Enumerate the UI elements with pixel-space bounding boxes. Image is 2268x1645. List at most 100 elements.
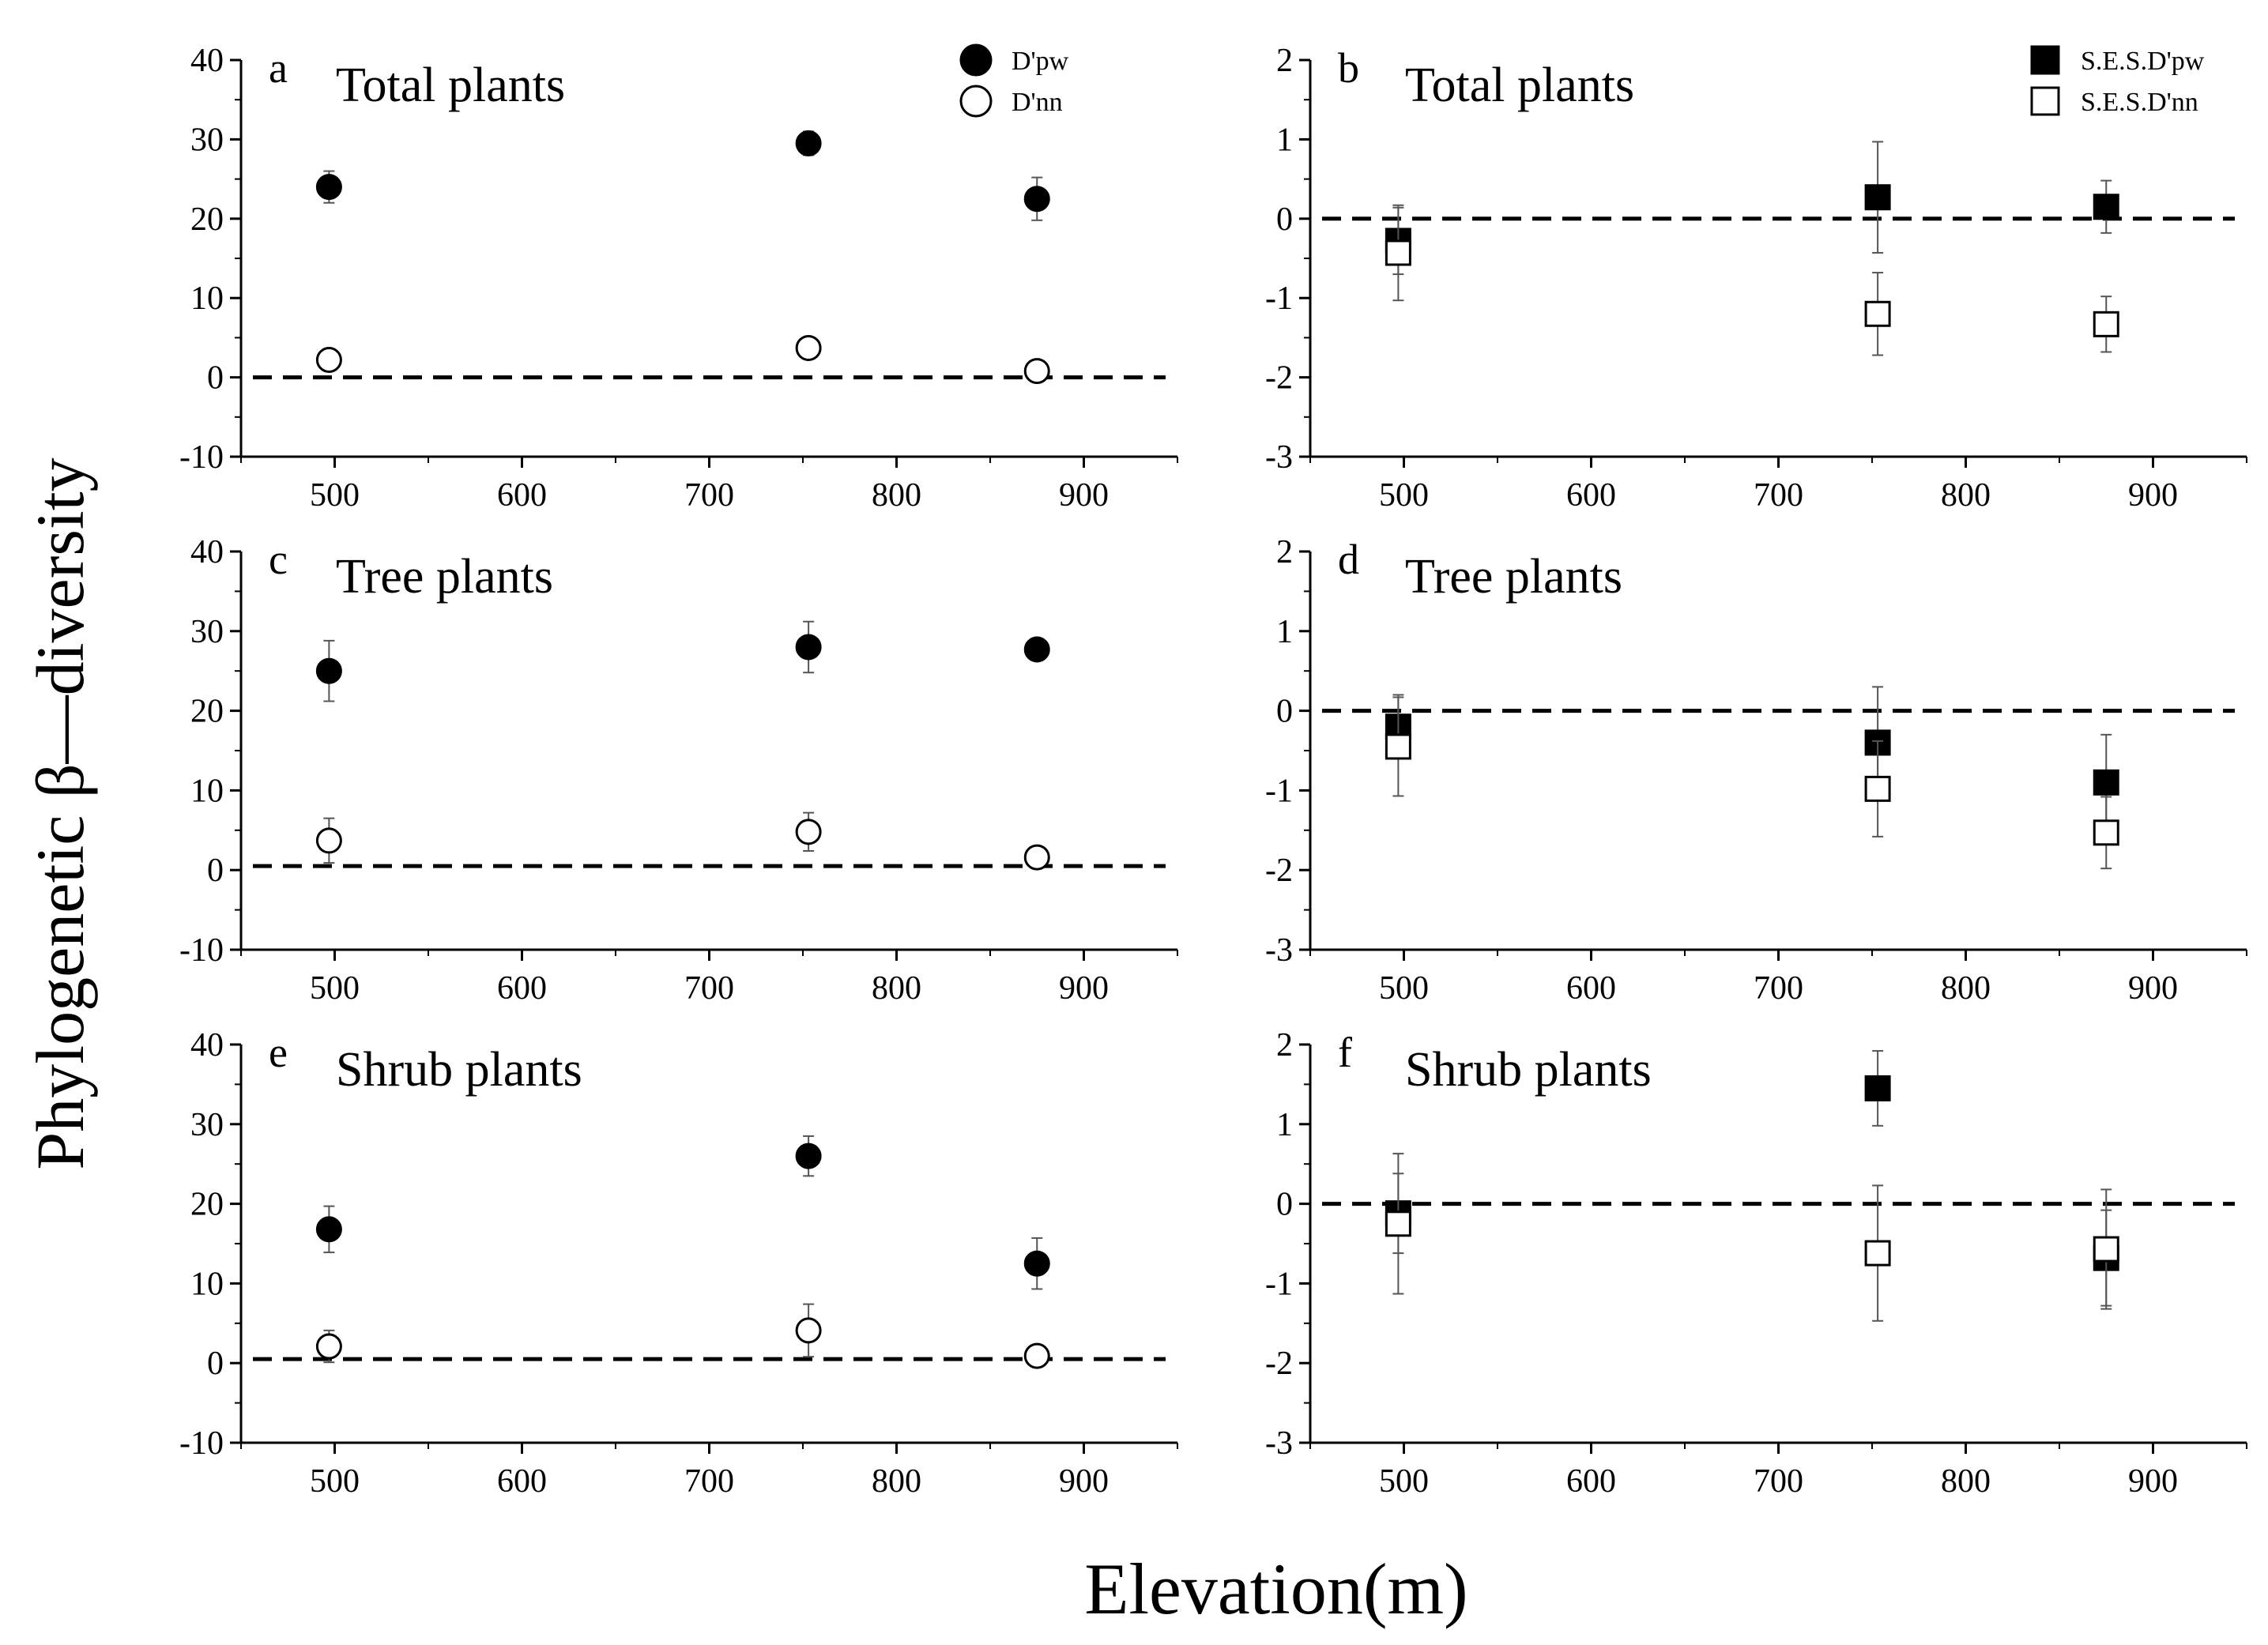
panel-title: Tree plants [1405, 550, 1622, 604]
data-point [1864, 1075, 1891, 1101]
panel-letter: d [1338, 536, 1359, 583]
y-tick-label: 0 [1276, 1187, 1293, 1223]
y-tick-label: 2 [1276, 534, 1293, 570]
legend-label: D'nn [1012, 88, 1063, 117]
x-tick-label: 600 [1566, 477, 1616, 514]
x-tick-label: 600 [1566, 970, 1616, 1007]
legend-label: D'pw [1012, 47, 1069, 76]
y-tick-label: -1 [1265, 280, 1293, 317]
data-point [1864, 775, 1891, 802]
y-tick-label: 10 [190, 280, 224, 317]
y-tick-label: -3 [1265, 1425, 1293, 1462]
data-point [315, 1333, 342, 1360]
x-tick-label: 600 [497, 1463, 547, 1500]
data-point [795, 819, 822, 845]
panel-letter: b [1338, 44, 1359, 92]
data-point [795, 130, 822, 156]
x-tick-label: 600 [497, 970, 547, 1007]
legend-marker [959, 43, 993, 77]
y-tick-label: 2 [1276, 1027, 1293, 1063]
panel-title: Shrub plants [336, 1043, 582, 1097]
y-tick-label: -10 [179, 439, 224, 476]
x-tick-label: 500 [310, 1463, 360, 1500]
x-tick-label: 900 [2128, 970, 2178, 1007]
data-point [1023, 186, 1050, 213]
legend-marker [2030, 45, 2060, 75]
y-tick-label: 0 [207, 853, 224, 889]
panel-title: Shrub plants [1405, 1043, 1652, 1097]
data-point [315, 1216, 342, 1243]
data-point [1385, 1210, 1411, 1237]
data-point [2093, 819, 2119, 846]
x-tick-label: 600 [497, 477, 547, 514]
y-tick-label: 10 [190, 773, 224, 809]
x-axis-title: Elevation(m) [1084, 1549, 1467, 1629]
y-tick-label: -10 [179, 932, 224, 969]
x-tick-label: 900 [1059, 970, 1109, 1007]
panel-letter: f [1338, 1029, 1352, 1076]
x-tick-label: 800 [1941, 477, 1991, 514]
x-tick-label: 700 [1754, 477, 1803, 514]
x-tick-label: 900 [2128, 477, 2178, 514]
y-tick-label: 0 [207, 1346, 224, 1382]
x-tick-label: 700 [1754, 970, 1803, 1007]
y-tick-label: -2 [1265, 853, 1293, 889]
panel-letter: a [269, 44, 288, 92]
y-tick-label: 20 [190, 201, 224, 238]
x-tick-label: 800 [1941, 1463, 1991, 1500]
panel-b: -3 -2 -1 0 1 2 500 600 700 800 900 b Total plants S.E… [1265, 43, 2247, 514]
data-point [1864, 300, 1891, 327]
panel-f: -3 -2 -1 0 1 2 500 600 700 800 900 f Shrub plants [1265, 1027, 2247, 1500]
y-tick-label: 20 [190, 1187, 224, 1223]
y-axis-title: Phylogenetic β—diversity [22, 457, 98, 1169]
y-tick-label: -1 [1265, 1266, 1293, 1302]
data-point [2093, 769, 2119, 796]
x-tick-label: 700 [684, 1463, 734, 1500]
y-tick-label: -1 [1265, 773, 1293, 809]
panel-title: Total plants [1405, 58, 1634, 112]
x-tick-label: 500 [1379, 477, 1429, 514]
y-tick-label: -2 [1265, 360, 1293, 397]
y-tick-label: 30 [190, 614, 224, 650]
panel-d: -3 -2 -1 0 1 2 500 600 700 800 900 d Tree plants [1265, 534, 2247, 1007]
data-point [2093, 311, 2119, 337]
data-point [1023, 636, 1050, 663]
panel-title: Total plants [336, 58, 565, 112]
data-point [1385, 239, 1411, 266]
x-tick-label: 800 [872, 970, 921, 1007]
data-point [795, 634, 822, 661]
data-point [315, 827, 342, 854]
y-tick-label: 30 [190, 1107, 224, 1143]
data-point [315, 347, 342, 374]
data-point [315, 174, 342, 201]
data-point [795, 1142, 822, 1169]
panel-letter: c [269, 536, 288, 583]
y-tick-label: 20 [190, 694, 224, 730]
x-tick-label: 500 [1379, 970, 1429, 1007]
y-tick-label: -3 [1265, 932, 1293, 969]
y-tick-label: 0 [1276, 201, 1293, 238]
y-tick-label: 0 [207, 360, 224, 397]
x-tick-label: 800 [872, 1463, 921, 1500]
y-tick-label: 40 [190, 1027, 224, 1063]
legend-label: S.E.S.D'pw [2081, 47, 2205, 76]
panel-title: Tree plants [336, 550, 553, 604]
y-tick-label: -3 [1265, 439, 1293, 476]
legend-marker [2030, 86, 2060, 116]
x-tick-label: 500 [1379, 1463, 1429, 1500]
y-tick-label: -10 [179, 1425, 224, 1462]
x-tick-label: 800 [872, 477, 921, 514]
data-point [1385, 733, 1411, 760]
data-point [1023, 1342, 1050, 1369]
data-point [2093, 194, 2119, 220]
y-tick-label: 0 [1276, 694, 1293, 730]
data-point [315, 657, 342, 684]
x-tick-label: 700 [684, 970, 734, 1007]
y-tick-label: -2 [1265, 1346, 1293, 1382]
panel-a: -10 0 10 20 30 40 500 600 700 800 900 a Total plants… [179, 43, 1178, 514]
x-tick-label: 900 [2128, 1463, 2178, 1500]
data-point [795, 1317, 822, 1344]
x-tick-label: 700 [1754, 1463, 1803, 1500]
data-point [795, 334, 822, 361]
